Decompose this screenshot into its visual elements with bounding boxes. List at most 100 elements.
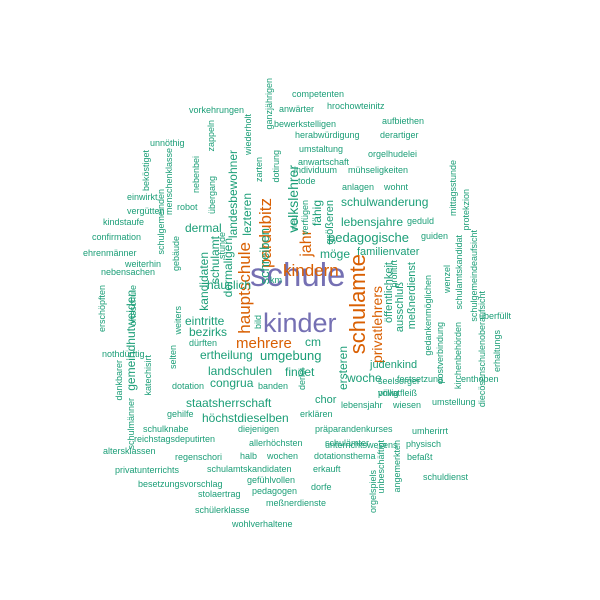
word: unnöthig: [150, 138, 185, 148]
word: banden: [258, 381, 289, 391]
word: menschenklasse: [164, 148, 174, 216]
word: präparandenkurses: [315, 424, 393, 434]
word: km: [270, 275, 282, 285]
word: stolaertrag: [198, 489, 241, 499]
word: stunde: [217, 232, 227, 260]
word: ehrenmänner: [83, 248, 137, 258]
word: schulamtskandidat: [454, 235, 464, 310]
word: derlei: [297, 368, 307, 391]
word: cm: [305, 335, 321, 349]
word: familienvater: [357, 246, 420, 258]
word: schulamtskandidaten: [207, 464, 292, 474]
word: völlig: [378, 388, 399, 398]
word: schulämter: [325, 438, 370, 448]
word: anlagen: [342, 182, 375, 192]
word: schülerklasse: [195, 505, 250, 515]
word: nebensachen: [101, 267, 156, 277]
word: landschulen: [208, 364, 273, 378]
word: wohlverhaltene: [232, 519, 293, 529]
word: ausschluß: [394, 282, 406, 333]
word: ertheilung: [200, 348, 253, 362]
word: dankbarer: [114, 360, 124, 401]
word: umherirrt: [412, 426, 449, 436]
word: größeren: [324, 200, 336, 245]
word: physisch: [406, 439, 442, 449]
word: zarten: [254, 157, 264, 183]
word: altersklassen: [103, 446, 156, 456]
word: orgelhudelei: [368, 149, 418, 159]
word: guiden: [421, 231, 449, 241]
word: umgebung: [260, 348, 322, 363]
word: dürften: [189, 338, 218, 348]
word: einwirkt: [127, 192, 158, 202]
word: unbeschäftigt: [376, 440, 386, 494]
word: schulgemeinden: [156, 189, 166, 255]
word: umstaltung: [299, 144, 344, 154]
word: findet: [285, 365, 315, 379]
word: erschöpften: [97, 285, 107, 333]
word: tode: [298, 176, 316, 186]
word: verfügen: [300, 200, 310, 236]
word: bild: [253, 315, 263, 330]
word: confirmation: [92, 232, 142, 242]
word: chor: [315, 394, 337, 406]
word: möge: [320, 247, 351, 261]
word: mühseligkeiten: [348, 165, 409, 175]
word: dorfe: [311, 482, 332, 492]
word: diejenigen: [238, 424, 280, 434]
word: wiederholt: [243, 114, 253, 156]
word: lebensjahr: [341, 400, 383, 410]
word: wiesen: [393, 400, 422, 410]
word: seelsorger: [378, 376, 421, 386]
word: profitirt: [389, 260, 399, 288]
word: gedankenmöglichen: [423, 275, 433, 356]
word: staatsherrschaft: [186, 396, 272, 410]
word: landesbewohner: [226, 150, 240, 239]
word: judenkind: [370, 359, 418, 371]
word: pedagogische: [328, 230, 409, 245]
word: übergang: [207, 176, 217, 215]
word: lebensjahre: [341, 215, 404, 229]
word: enthoben: [461, 374, 499, 384]
word: umstellung: [432, 397, 476, 407]
word: schule: [250, 256, 346, 293]
word: gefühlvollen: [247, 475, 296, 485]
word: wohnt: [384, 182, 409, 192]
word: kandidaten: [197, 252, 211, 311]
word: allerhöchsten: [249, 438, 303, 448]
word: wochen: [267, 451, 299, 461]
word: congrua: [210, 376, 254, 390]
word: dermal: [185, 221, 222, 235]
word: vorkehrungen: [189, 105, 245, 115]
word: befaßt: [407, 452, 433, 462]
word: aufbiethen: [382, 116, 425, 126]
word: nothdürftig: [102, 349, 145, 359]
word: schulwanderung: [341, 195, 429, 209]
word: eintritte: [185, 314, 225, 328]
word: gehilfe: [167, 409, 194, 419]
word: höchstdieselben: [202, 411, 289, 425]
word: privatlehrers: [369, 286, 385, 364]
word: geduld: [407, 216, 435, 226]
word: unterrichtswesens: [325, 440, 398, 450]
word: bewerkstelligen: [274, 119, 337, 129]
word: herabwürdigung: [295, 130, 360, 140]
word: beköstiget: [141, 150, 151, 192]
word: kinder: [263, 308, 337, 338]
word: weiters: [173, 306, 183, 335]
word: bezirks: [189, 325, 228, 339]
word: privatfleiß: [378, 388, 418, 398]
word: anwärter: [279, 104, 315, 114]
word: selten: [168, 345, 178, 370]
word: reichstagsdeputirten: [134, 434, 216, 444]
word: halb: [240, 451, 258, 461]
word: erklären: [300, 409, 333, 419]
word: anwartschaft: [298, 157, 350, 167]
word: regenschori: [175, 452, 223, 462]
word: weiterhin: [125, 259, 162, 269]
word: mehrere: [236, 335, 292, 352]
word: lezteren: [240, 193, 254, 236]
word: vergütten: [127, 206, 165, 216]
word: überfüllt: [479, 311, 512, 321]
